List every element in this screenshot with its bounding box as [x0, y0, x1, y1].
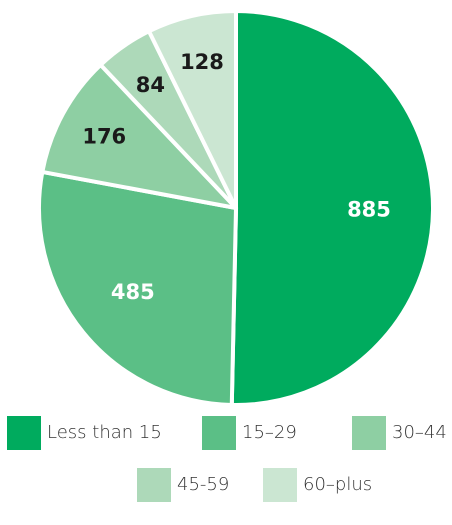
- legend-swatch: [263, 468, 297, 502]
- legend-swatch: [202, 416, 236, 450]
- legend-label: 15–29: [242, 422, 297, 443]
- legend-label: 30–44: [392, 422, 447, 443]
- pie-slice-2: [40, 62, 238, 210]
- legend-swatch: [7, 416, 41, 450]
- pie-slice-0: [229, 9, 435, 407]
- legend-label: 45-59: [177, 474, 230, 495]
- pie-slice-1: [37, 169, 238, 407]
- legend-swatch: [137, 468, 171, 502]
- pie-slices: [37, 9, 435, 407]
- legend-label: Less than 15: [47, 422, 162, 443]
- pie-slice-4: [146, 9, 238, 210]
- pie-data-label-2: 176: [82, 124, 126, 148]
- legend-swatch: [352, 416, 386, 450]
- pie-data-label-3: 84: [136, 73, 165, 97]
- pie-data-label-4: 128: [180, 50, 224, 74]
- legend-row-2: 45-59 60–plus: [0, 468, 452, 502]
- legend-row-1: Less than 15 15–29 30–44: [0, 416, 452, 450]
- legend-label: 60–plus: [303, 474, 373, 495]
- pie-data-label-0: 885: [347, 197, 391, 221]
- pie-chart: 885 485 176 84 128: [37, 9, 435, 407]
- pie-data-label-1: 485: [111, 280, 155, 304]
- pie-data-labels: 885 485 176 84 128: [82, 50, 391, 304]
